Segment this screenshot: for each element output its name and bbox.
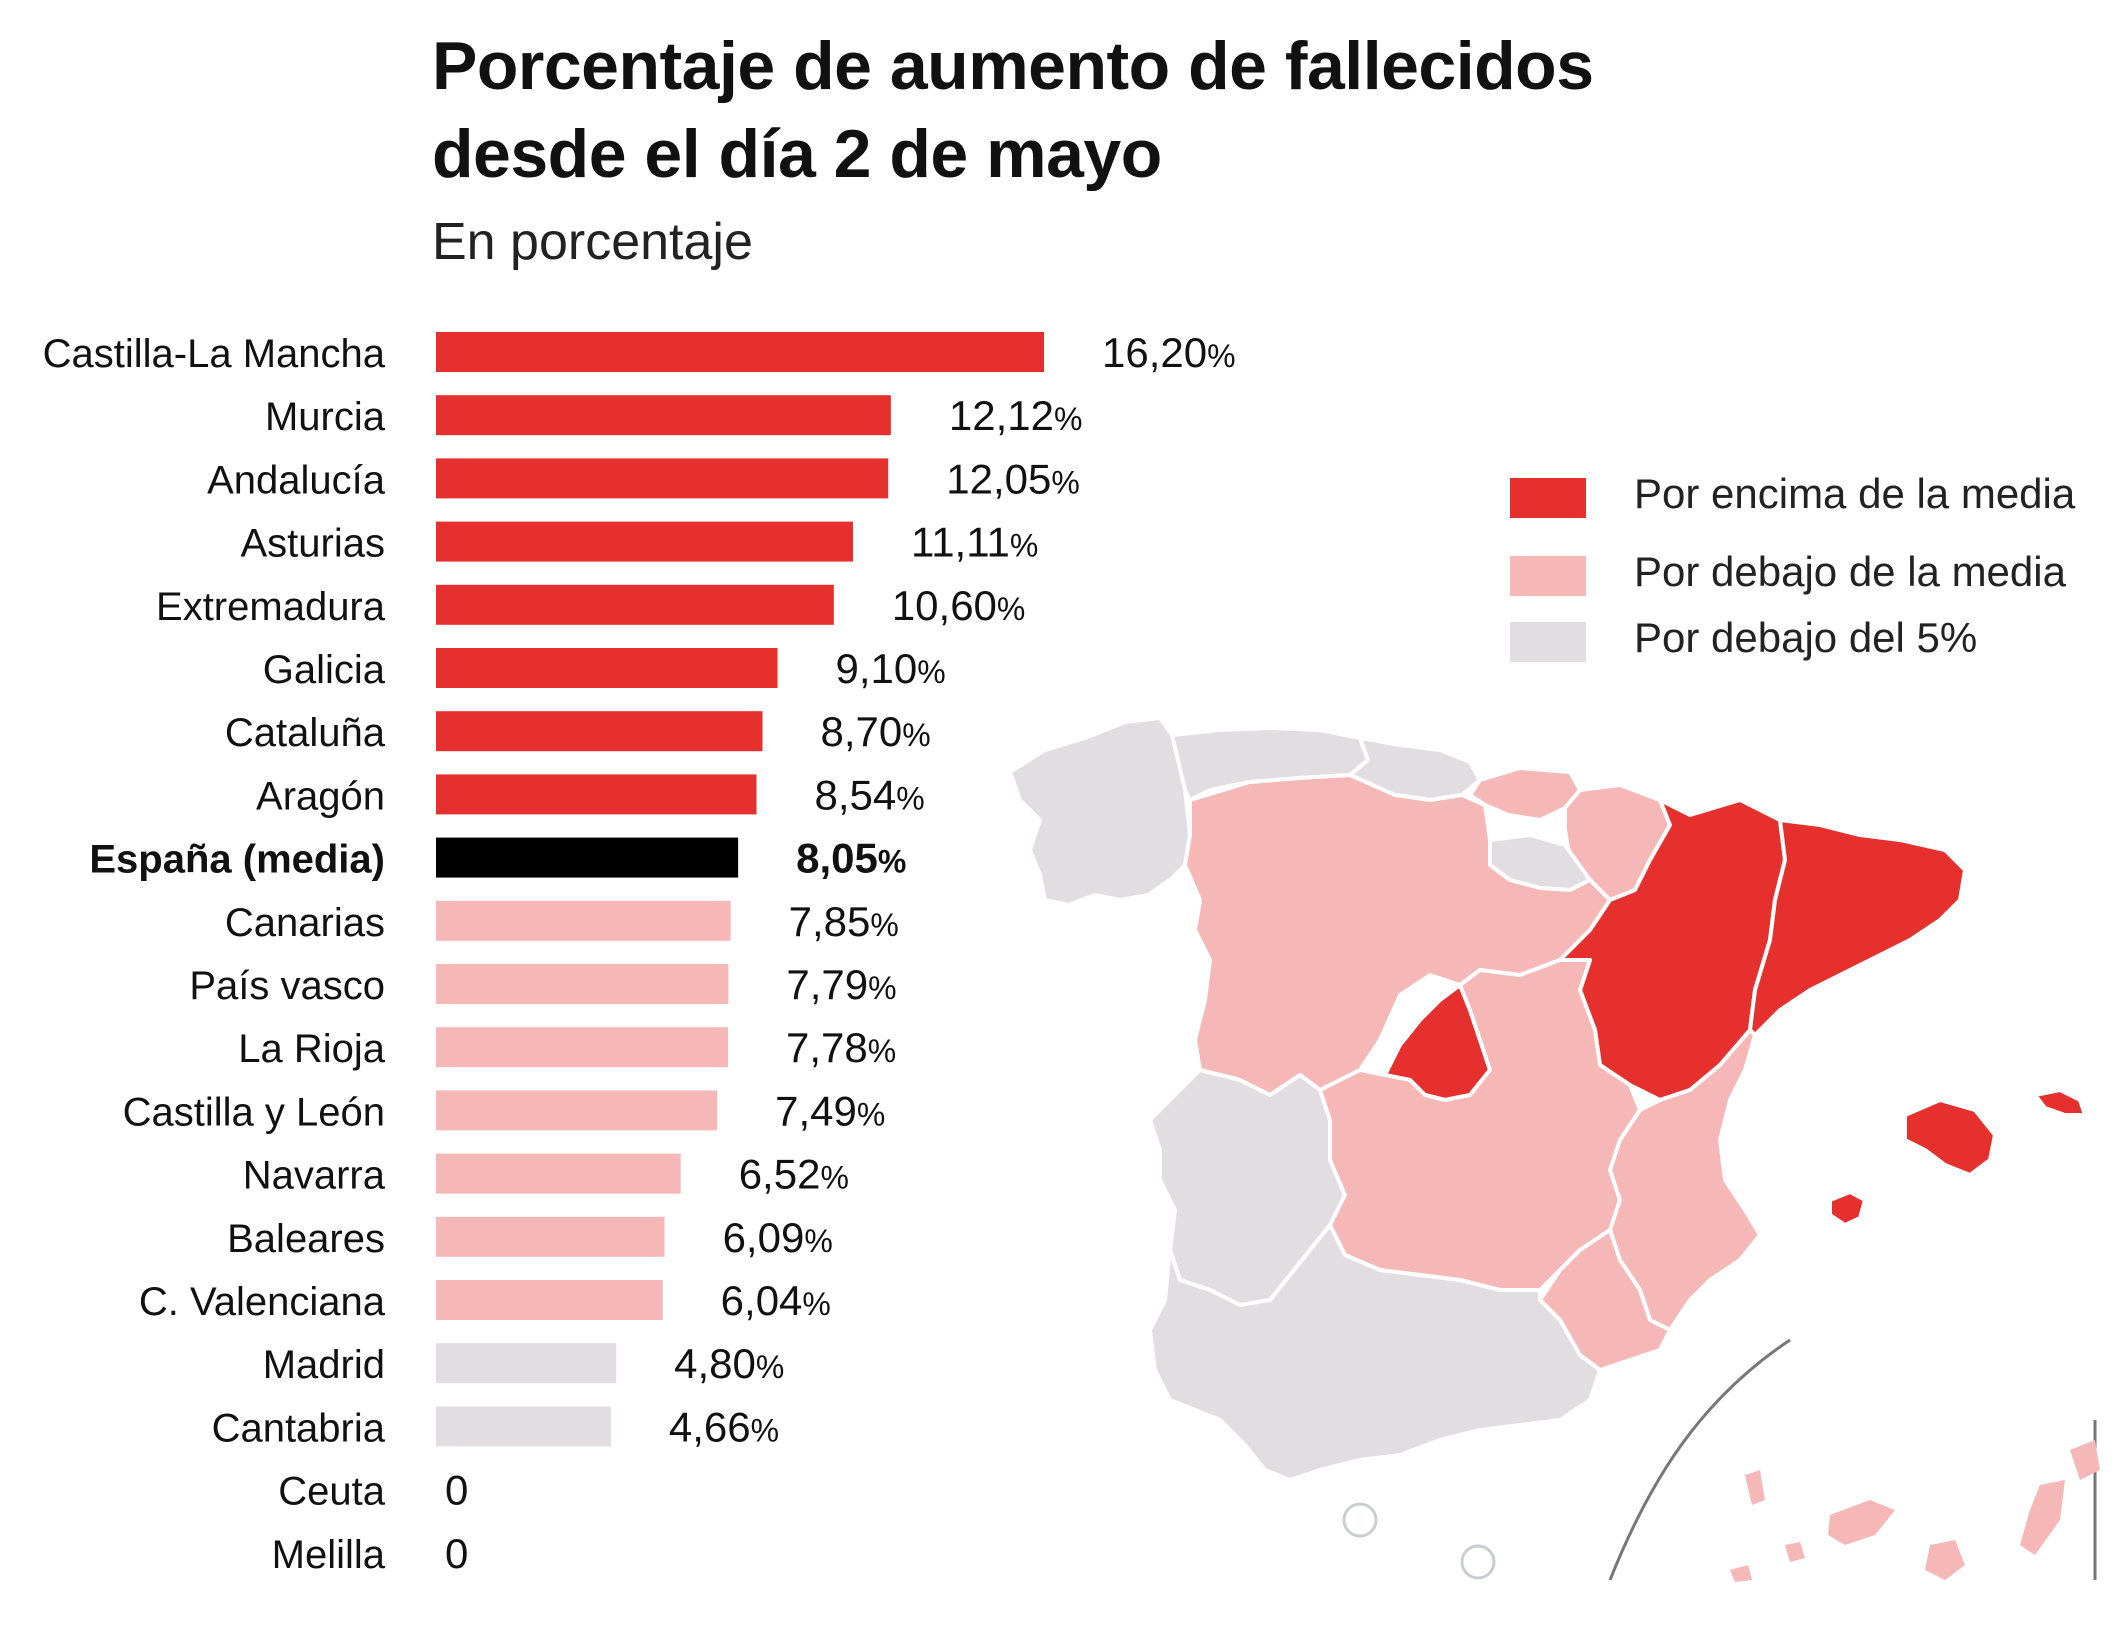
category-label: Cataluña xyxy=(225,711,386,755)
data-label: 7,79% xyxy=(786,961,896,1008)
region-ibiza xyxy=(1828,1190,1867,1227)
legend-label-below: Por debajo de la media xyxy=(1634,548,2066,595)
chart-subtitle: En porcentaje xyxy=(432,213,753,271)
category-label: Castilla y León xyxy=(123,1090,385,1134)
melilla-marker xyxy=(1460,1544,1496,1580)
data-label: 12,05% xyxy=(946,455,1080,502)
legend-label-above: Por encima de la media xyxy=(1634,470,2076,517)
data-label: 16,20% xyxy=(1102,329,1236,376)
legend-swatch-below xyxy=(1510,556,1586,596)
legend-swatch-under5 xyxy=(1510,622,1586,662)
region-canarias-gran-canaria xyxy=(1925,1540,1965,1580)
category-label: Madrid xyxy=(263,1343,385,1387)
bar xyxy=(436,1090,718,1131)
bar xyxy=(436,1153,681,1194)
data-label: 4,66% xyxy=(669,1403,779,1450)
data-label: 8,54% xyxy=(815,771,925,818)
region-canarias-el-hierro xyxy=(1730,1565,1752,1582)
region-valenciana xyxy=(1608,1028,1762,1332)
region-canarias-la-palma xyxy=(1745,1470,1765,1505)
bar xyxy=(436,964,729,1004)
data-label: 7,49% xyxy=(775,1087,885,1134)
data-label: 10,60% xyxy=(892,582,1026,629)
category-label: Asturias xyxy=(241,522,386,566)
region-navarra xyxy=(1563,783,1672,902)
category-label: Castilla-La Mancha xyxy=(43,332,386,376)
bar xyxy=(436,1027,728,1068)
bar xyxy=(436,648,778,688)
category-label: Aragón xyxy=(256,774,385,818)
region-aragon xyxy=(1558,798,1787,1102)
category-label: España (media) xyxy=(89,838,385,882)
data-label: 8,70% xyxy=(821,708,931,755)
bar xyxy=(436,1280,663,1320)
data-label: 9,10% xyxy=(836,645,946,692)
data-label: 7,78% xyxy=(786,1024,896,1071)
data-label: 6,09% xyxy=(723,1214,833,1261)
bar xyxy=(436,458,889,499)
canarias-inset-arc xyxy=(1608,1338,1791,1581)
category-label: Galicia xyxy=(263,648,386,692)
ceuta-marker xyxy=(1342,1502,1378,1538)
category-label: Andalucía xyxy=(207,458,386,502)
bar xyxy=(436,1216,665,1257)
region-canarias-fuerteventura xyxy=(2020,1480,2065,1555)
category-label: Cantabria xyxy=(212,1406,386,1450)
region-menorca xyxy=(2033,1088,2087,1117)
category-label: País vasco xyxy=(189,964,385,1008)
legend-swatch-above xyxy=(1510,478,1586,518)
region-mallorca xyxy=(1903,1098,1997,1177)
bar-chart: Castilla-La Mancha 16,20% Murcia 12,12% Anda… xyxy=(43,329,1236,1577)
category-label: Canarias xyxy=(225,901,385,945)
bar xyxy=(436,521,853,562)
region-cataluna xyxy=(1748,818,1967,1037)
data-label: 7,85% xyxy=(789,898,899,945)
bar xyxy=(436,395,891,436)
category-label: Melilla xyxy=(272,1533,386,1577)
data-label: 4,80% xyxy=(674,1340,784,1387)
category-label: Baleares xyxy=(227,1217,385,1261)
region-canarias-lanzarote xyxy=(2070,1440,2100,1480)
data-label: 12,12% xyxy=(949,392,1083,439)
legend-label-under5: Por debajo del 5% xyxy=(1634,614,1978,661)
bar xyxy=(436,900,731,941)
bar xyxy=(436,837,739,878)
chart-title: Porcentaje de aumento de fallecidos desd… xyxy=(432,22,1594,198)
region-murcia xyxy=(1538,1228,1672,1372)
category-label: Extremadura xyxy=(156,585,386,629)
region-cantabria xyxy=(1348,736,1482,802)
data-label: 6,04% xyxy=(721,1277,831,1324)
region-la-rioja xyxy=(1488,833,1592,892)
bar xyxy=(436,1343,617,1384)
data-label: 11,11% xyxy=(911,519,1038,566)
region-pais-vasco xyxy=(1468,766,1582,822)
region-castilla-la-mancha xyxy=(1318,958,1642,1292)
category-label: Murcia xyxy=(265,395,386,439)
category-label: Ceuta xyxy=(278,1470,385,1514)
data-label: 0 xyxy=(445,1467,468,1514)
bar xyxy=(436,584,834,625)
bar xyxy=(436,1406,611,1447)
bar xyxy=(436,774,757,815)
bar xyxy=(436,711,763,752)
category-label: La Rioja xyxy=(238,1027,386,1071)
category-label: Navarra xyxy=(243,1154,386,1198)
data-label: 8,05% xyxy=(796,835,906,882)
data-label: 0 xyxy=(445,1530,468,1577)
category-label: C. Valenciana xyxy=(139,1280,386,1324)
chart-title-line-2: desde el día 2 de mayo xyxy=(432,116,1162,192)
data-label: 6,52% xyxy=(739,1151,849,1198)
region-madrid xyxy=(1383,983,1492,1102)
chart-title-line-1: Porcentaje de aumento de fallecidos xyxy=(432,28,1594,104)
region-canarias-tenerife xyxy=(1828,1500,1895,1545)
region-canarias-la-gomera xyxy=(1785,1542,1805,1562)
bar xyxy=(436,332,1044,372)
